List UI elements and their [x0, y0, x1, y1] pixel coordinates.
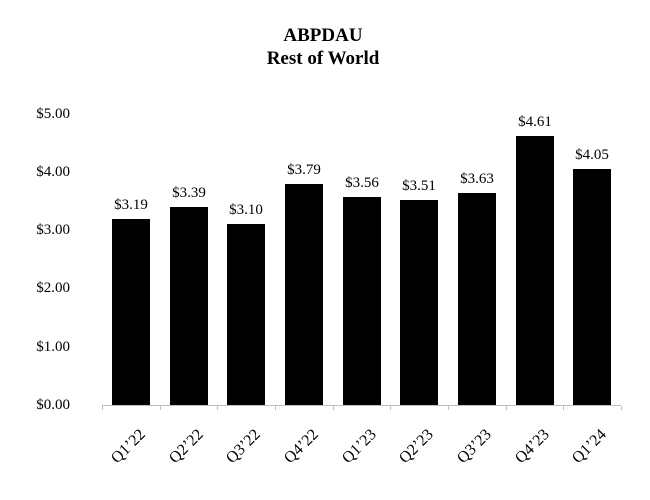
x-axis-tick [275, 406, 276, 410]
bar [400, 200, 438, 405]
bar [227, 224, 265, 405]
bar-value-label: $4.61 [518, 114, 552, 130]
x-axis-label: Q1’23 [338, 426, 380, 467]
x-axis-label: Q1’24 [569, 426, 611, 467]
x-axis-label: Q2’23 [396, 426, 438, 467]
y-axis-tick-label: $5.00 [36, 105, 70, 122]
y-axis-tick-label: $0.00 [36, 397, 70, 413]
bar-value-label: $3.19 [114, 197, 148, 213]
bar [573, 169, 611, 405]
x-axis-label: Q3’22 [223, 426, 265, 467]
x-axis-tick [621, 406, 622, 410]
y-axis-tick-label: $1.00 [36, 338, 70, 355]
y-axis-tick-label: $3.00 [36, 222, 70, 239]
x-axis-tick [448, 406, 449, 410]
chart-title-block: ABPDAU Rest of World [73, 24, 573, 70]
bar-value-label: $3.51 [402, 178, 436, 194]
bar-value-label: $3.10 [229, 202, 263, 218]
bar [170, 207, 208, 405]
y-axis-tick-label: $4.00 [36, 163, 70, 180]
x-axis-tick [217, 406, 218, 410]
bar [285, 184, 323, 405]
bar-value-label: $3.63 [460, 171, 494, 187]
bar-value-label: $3.56 [345, 175, 379, 191]
x-axis-tick [390, 406, 391, 410]
x-axis-label: Q4’23 [511, 426, 553, 467]
x-axis-tick [563, 406, 564, 410]
chart-subtitle: Rest of World [266, 48, 380, 69]
x-axis-label: Q1’22 [107, 426, 149, 467]
bar [516, 136, 554, 405]
x-axis-tick [160, 406, 161, 410]
x-axis-tick [333, 406, 334, 410]
bar-value-label: $3.79 [287, 162, 321, 178]
x-axis-tick [506, 406, 507, 410]
bar-value-label: $3.39 [172, 185, 206, 201]
bar-value-label: $4.05 [575, 147, 609, 163]
x-axis-label: Q3’23 [453, 426, 495, 467]
x-axis-tick [102, 406, 103, 410]
bar [343, 197, 381, 405]
y-axis-tick-label: $2.00 [36, 280, 70, 297]
x-axis-label: Q4’22 [280, 426, 322, 467]
bar [112, 219, 150, 405]
chart-title: ABPDAU [283, 25, 363, 46]
x-axis-label: Q2’22 [165, 426, 207, 467]
bar [458, 193, 496, 405]
x-axis-line [102, 405, 621, 406]
